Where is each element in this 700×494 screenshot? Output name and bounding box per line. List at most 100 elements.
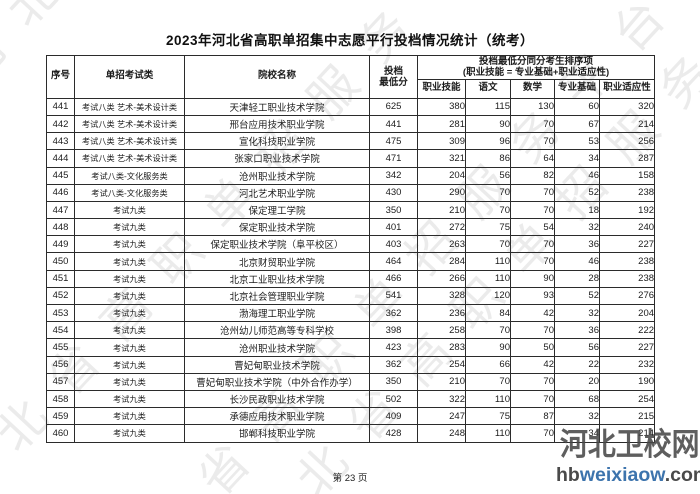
sub-header-4: 职业适应性 (598, 78, 656, 99)
cell-math: 50 (510, 338, 555, 357)
cell-vocational-adaptability: 254 (598, 389, 656, 409)
cell-chinese: 110 (465, 424, 511, 443)
cell-category: 考试九类 (74, 355, 185, 374)
cell-chinese: 110 (465, 389, 511, 409)
cell-category: 考试九类 (74, 389, 185, 409)
sub-header-2: 数学 (510, 78, 555, 99)
cell-school: 北京社会管理职业学院 (184, 286, 370, 306)
cell-chinese: 120 (465, 286, 511, 306)
cell-category: 考试九类 (74, 372, 185, 391)
table-row: 451 考试九类 北京工业职业技术学院 466 266 110 90 28 238 (46, 269, 656, 288)
table-row: 454 考试九类 沧州幼儿师范高等专科学校 398 258 70 70 36 222 (46, 321, 656, 340)
cell-category: 考试八类 艺术-美术设计类 (74, 97, 185, 116)
cell-school: 保定职业技术学院 (184, 218, 370, 237)
cell-category: 考试九类 (74, 235, 185, 254)
cell-vocational-adaptability: 232 (598, 355, 656, 374)
cell-min-score: 541 (369, 286, 418, 306)
sub-header-1: 语文 (465, 78, 511, 99)
cell-seq: 456 (46, 355, 75, 374)
cell-school: 天津轻工职业技术学院 (184, 97, 370, 116)
header-min-score-line2: 最低分 (379, 76, 408, 88)
cell-vocational-skill: 204 (417, 166, 466, 185)
cell-school: 邢台应用技术职业学院 (184, 114, 370, 134)
cell-category: 考试九类 (74, 269, 185, 288)
cell-min-score: 430 (369, 183, 418, 202)
cell-math: 70 (510, 114, 555, 134)
table-row: 453 考试九类 渤海理工职业学院 362 236 84 42 32 204 (46, 304, 656, 323)
cell-vocational-adaptability: 276 (598, 286, 656, 306)
cell-min-score: 350 (369, 372, 418, 391)
cell-min-score: 475 (369, 132, 418, 151)
cell-seq: 441 (46, 97, 75, 116)
cell-category: 考试九类 (74, 424, 185, 443)
page-number: 第 23 页 (332, 473, 368, 484)
cell-vocational-skill: 258 (417, 321, 466, 340)
cell-major-basis: 46 (554, 166, 600, 185)
cell-vocational-skill: 263 (417, 235, 466, 254)
cell-major-basis: 52 (554, 183, 600, 202)
cell-seq: 448 (46, 218, 75, 237)
cell-math: 70 (510, 424, 555, 443)
cell-vocational-adaptability: 158 (598, 166, 656, 185)
cell-school: 邯郸科技职业学院 (184, 424, 370, 443)
cell-vocational-adaptability: 222 (598, 321, 656, 340)
cell-chinese: 96 (465, 132, 511, 151)
cell-min-score: 401 (369, 218, 418, 237)
cell-vocational-adaptability: 214 (598, 424, 656, 443)
cell-major-basis: 22 (554, 355, 600, 374)
cell-major-basis: 32 (554, 407, 600, 426)
cell-vocational-skill: 254 (417, 355, 466, 374)
cell-vocational-skill: 328 (417, 286, 466, 306)
cell-vocational-skill: 281 (417, 114, 466, 134)
cell-seq: 446 (46, 183, 75, 202)
cell-major-basis: 34 (554, 149, 600, 168)
cell-major-basis: 18 (554, 200, 600, 220)
cell-school: 张家口职业技术学院 (184, 149, 370, 168)
header-tiebreak-group: 投档最低分同分考生排序项 (职业技能 = 专业基础+职业适应性) (416, 55, 656, 80)
table-row: 450 考试九类 北京财贸职业学院 464 284 110 70 46 238 (46, 252, 656, 271)
cell-math: 70 (510, 372, 555, 391)
cell-chinese: 75 (465, 218, 511, 237)
cell-min-score: 409 (369, 407, 418, 426)
cell-major-basis: 68 (554, 389, 600, 409)
cell-major-basis: 67 (554, 114, 600, 134)
table-row: 446 考试八类-文化服务类 河北艺术职业学院 430 290 70 70 52 238 (46, 183, 656, 202)
cell-min-score: 471 (369, 149, 418, 168)
cell-seq: 459 (46, 407, 75, 426)
header-min-score: 投档 最低分 (369, 55, 418, 99)
cell-chinese: 70 (465, 235, 511, 254)
sub-header-3: 专业基础 (554, 78, 600, 99)
cell-vocational-adaptability: 204 (598, 304, 656, 323)
cell-min-score: 441 (369, 114, 418, 134)
cell-seq: 454 (46, 321, 75, 340)
cell-seq: 451 (46, 269, 75, 288)
cell-vocational-adaptability: 227 (598, 338, 656, 357)
table-row: 458 考试九类 长沙民政职业技术学院 502 322 110 70 68 254 (46, 389, 656, 409)
page-title: 2023年河北省高职单招集中志愿平行投档情况统计（统考） (165, 33, 535, 48)
cell-seq: 449 (46, 235, 75, 254)
cell-vocational-adaptability: 256 (598, 132, 656, 151)
cell-chinese: 110 (465, 252, 511, 271)
table-row: 456 考试九类 曹妃甸职业技术学院 362 254 66 42 22 232 (46, 355, 656, 374)
cell-vocational-adaptability: 192 (598, 200, 656, 220)
cell-math: 70 (510, 132, 555, 151)
table-row: 447 考试九类 保定理工学院 350 210 70 70 18 192 (46, 200, 656, 220)
cell-seq: 447 (46, 200, 75, 220)
header-category: 单招考试类 (74, 55, 185, 99)
cell-math: 70 (510, 183, 555, 202)
cell-chinese: 70 (465, 321, 511, 340)
cell-category: 考试八类 艺术-美术设计类 (74, 114, 185, 134)
cell-seq: 452 (46, 286, 75, 306)
cell-vocational-skill: 380 (417, 97, 466, 116)
table-row: 443 考试八类 艺术-美术设计类 宣化科技职业学院 475 309 96 70 53 256 (46, 132, 656, 151)
cell-vocational-skill: 210 (417, 200, 466, 220)
table-row: 452 考试九类 北京社会管理职业学院 541 328 120 93 52 276 (46, 286, 656, 306)
cell-seq: 443 (46, 132, 75, 151)
cell-school: 渤海理工职业学院 (184, 304, 370, 323)
cell-chinese: 70 (465, 372, 511, 391)
cell-math: 64 (510, 149, 555, 168)
cell-school: 承德应用技术职业学院 (184, 407, 370, 426)
cell-seq: 455 (46, 338, 75, 357)
cell-seq: 444 (46, 149, 75, 168)
header-tiebreak-formula: (职业技能 = 专业基础+职业适应性) (462, 67, 610, 79)
